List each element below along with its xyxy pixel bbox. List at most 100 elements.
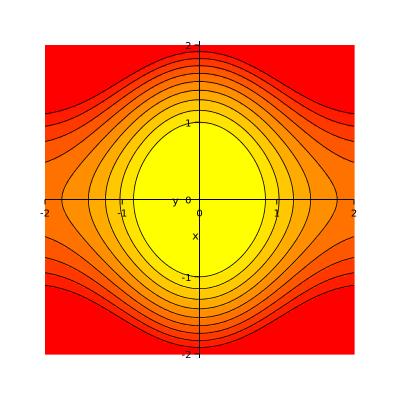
contour-band-cell bbox=[220, 344, 224, 348]
contour-band-cell bbox=[192, 296, 196, 300]
contour-band-cell bbox=[159, 318, 163, 322]
contour-band-cell bbox=[337, 315, 341, 319]
contour-band-cell bbox=[327, 292, 331, 296]
contour-band-cell bbox=[218, 301, 222, 305]
contour-band-cell bbox=[258, 270, 262, 274]
contour-band-cell bbox=[68, 332, 72, 336]
contour-band-cell bbox=[263, 325, 267, 329]
contour-band-cell bbox=[206, 330, 210, 334]
contour-band-cell bbox=[277, 337, 281, 341]
contour-band-cell bbox=[242, 287, 246, 291]
contour-band-cell bbox=[242, 330, 246, 334]
contour-band-cell bbox=[168, 342, 172, 346]
contour-band-cell bbox=[49, 287, 53, 291]
contour-band-cell bbox=[56, 334, 60, 338]
contour-band-cell bbox=[277, 277, 281, 281]
contour-band-cell bbox=[194, 318, 198, 322]
contour-band-cell bbox=[52, 277, 56, 281]
contour-band-cell bbox=[304, 294, 308, 298]
contour-band-cell bbox=[197, 268, 201, 272]
contour-band-cell bbox=[147, 296, 151, 300]
contour-band-cell bbox=[216, 287, 220, 291]
contour-band-cell bbox=[168, 263, 172, 267]
contour-band-cell bbox=[85, 292, 89, 296]
contour-band-cell bbox=[201, 273, 205, 277]
contour-band-cell bbox=[289, 273, 293, 277]
contour-band-cell bbox=[242, 351, 246, 355]
contour-band-cell bbox=[121, 287, 125, 291]
contour-band-cell bbox=[206, 301, 210, 305]
contour-band-cell bbox=[118, 349, 122, 353]
contour-band-cell bbox=[135, 351, 139, 355]
contour-band-cell bbox=[204, 327, 208, 331]
contour-band-cell bbox=[71, 308, 75, 312]
contour-band-cell bbox=[178, 344, 182, 348]
contour-band-cell bbox=[334, 334, 338, 338]
contour-band-cell bbox=[45, 346, 48, 350]
contour-band-cell bbox=[147, 292, 151, 296]
contour-band-cell bbox=[194, 294, 198, 298]
contour-band-cell bbox=[109, 270, 113, 274]
contour-band-cell bbox=[211, 332, 215, 336]
contour-band-cell bbox=[230, 292, 234, 296]
contour-band-cell bbox=[204, 266, 208, 270]
contour-band-cell bbox=[261, 294, 265, 298]
contour-band-cell bbox=[102, 330, 106, 334]
contour-band-cell bbox=[216, 349, 220, 353]
contour-band-cell bbox=[132, 344, 136, 348]
contour-band-cell bbox=[296, 346, 300, 350]
contour-band-cell bbox=[330, 323, 334, 327]
contour-band-cell bbox=[111, 266, 115, 270]
contour-band-cell bbox=[296, 330, 300, 334]
contour-band-cell bbox=[296, 349, 300, 353]
contour-band-cell bbox=[313, 327, 317, 331]
contour-band-cell bbox=[64, 296, 67, 300]
contour-band-cell bbox=[275, 268, 279, 272]
contour-band-cell bbox=[330, 311, 334, 315]
contour-band-cell bbox=[228, 346, 231, 350]
contour-band-cell bbox=[218, 308, 222, 312]
contour-band-cell bbox=[59, 349, 63, 353]
contour-band-cell bbox=[90, 306, 94, 310]
contour-band-cell bbox=[270, 280, 274, 284]
contour-band-cell bbox=[270, 304, 274, 308]
contour-band-cell bbox=[342, 339, 346, 343]
contour-band-cell bbox=[294, 339, 298, 343]
contour-band-cell bbox=[318, 320, 322, 324]
contour-band-cell bbox=[144, 266, 148, 270]
contour-band-cell bbox=[351, 308, 355, 312]
contour-band-cell bbox=[54, 344, 58, 348]
contour-band-cell bbox=[318, 263, 322, 267]
contour-band-cell bbox=[263, 296, 267, 300]
contour-band-cell bbox=[313, 339, 317, 343]
contour-band-cell bbox=[334, 289, 338, 293]
contour-band-cell bbox=[113, 344, 117, 348]
contour-band-cell bbox=[154, 285, 158, 289]
contour-band-cell bbox=[192, 306, 196, 310]
contour-band-cell bbox=[263, 311, 267, 315]
contour-band-cell bbox=[294, 282, 298, 286]
contour-band-cell bbox=[168, 337, 172, 341]
contour-band-cell bbox=[306, 273, 310, 277]
contour-band-cell bbox=[125, 325, 129, 329]
contour-band-cell bbox=[266, 318, 270, 322]
contour-band-cell bbox=[306, 311, 310, 315]
contour-band-cell bbox=[54, 308, 58, 312]
contour-band-cell bbox=[282, 320, 286, 324]
contour-band-cell bbox=[330, 292, 334, 296]
contour-band-cell bbox=[166, 323, 170, 327]
contour-band-cell bbox=[66, 270, 70, 274]
contour-band-cell bbox=[52, 282, 56, 286]
contour-band-cell bbox=[90, 280, 94, 284]
contour-band-cell bbox=[337, 332, 341, 336]
contour-band-cell bbox=[78, 275, 82, 279]
contour-band-cell bbox=[235, 292, 239, 296]
contour-band-cell bbox=[106, 325, 110, 329]
contour-band-cell bbox=[273, 301, 277, 305]
contour-band-cell bbox=[251, 315, 255, 319]
contour-band-cell bbox=[92, 311, 96, 315]
contour-band-cell bbox=[149, 266, 153, 270]
contour-band-cell bbox=[313, 266, 317, 270]
contour-band-cell bbox=[349, 277, 353, 281]
contour-band-cell bbox=[59, 287, 63, 291]
